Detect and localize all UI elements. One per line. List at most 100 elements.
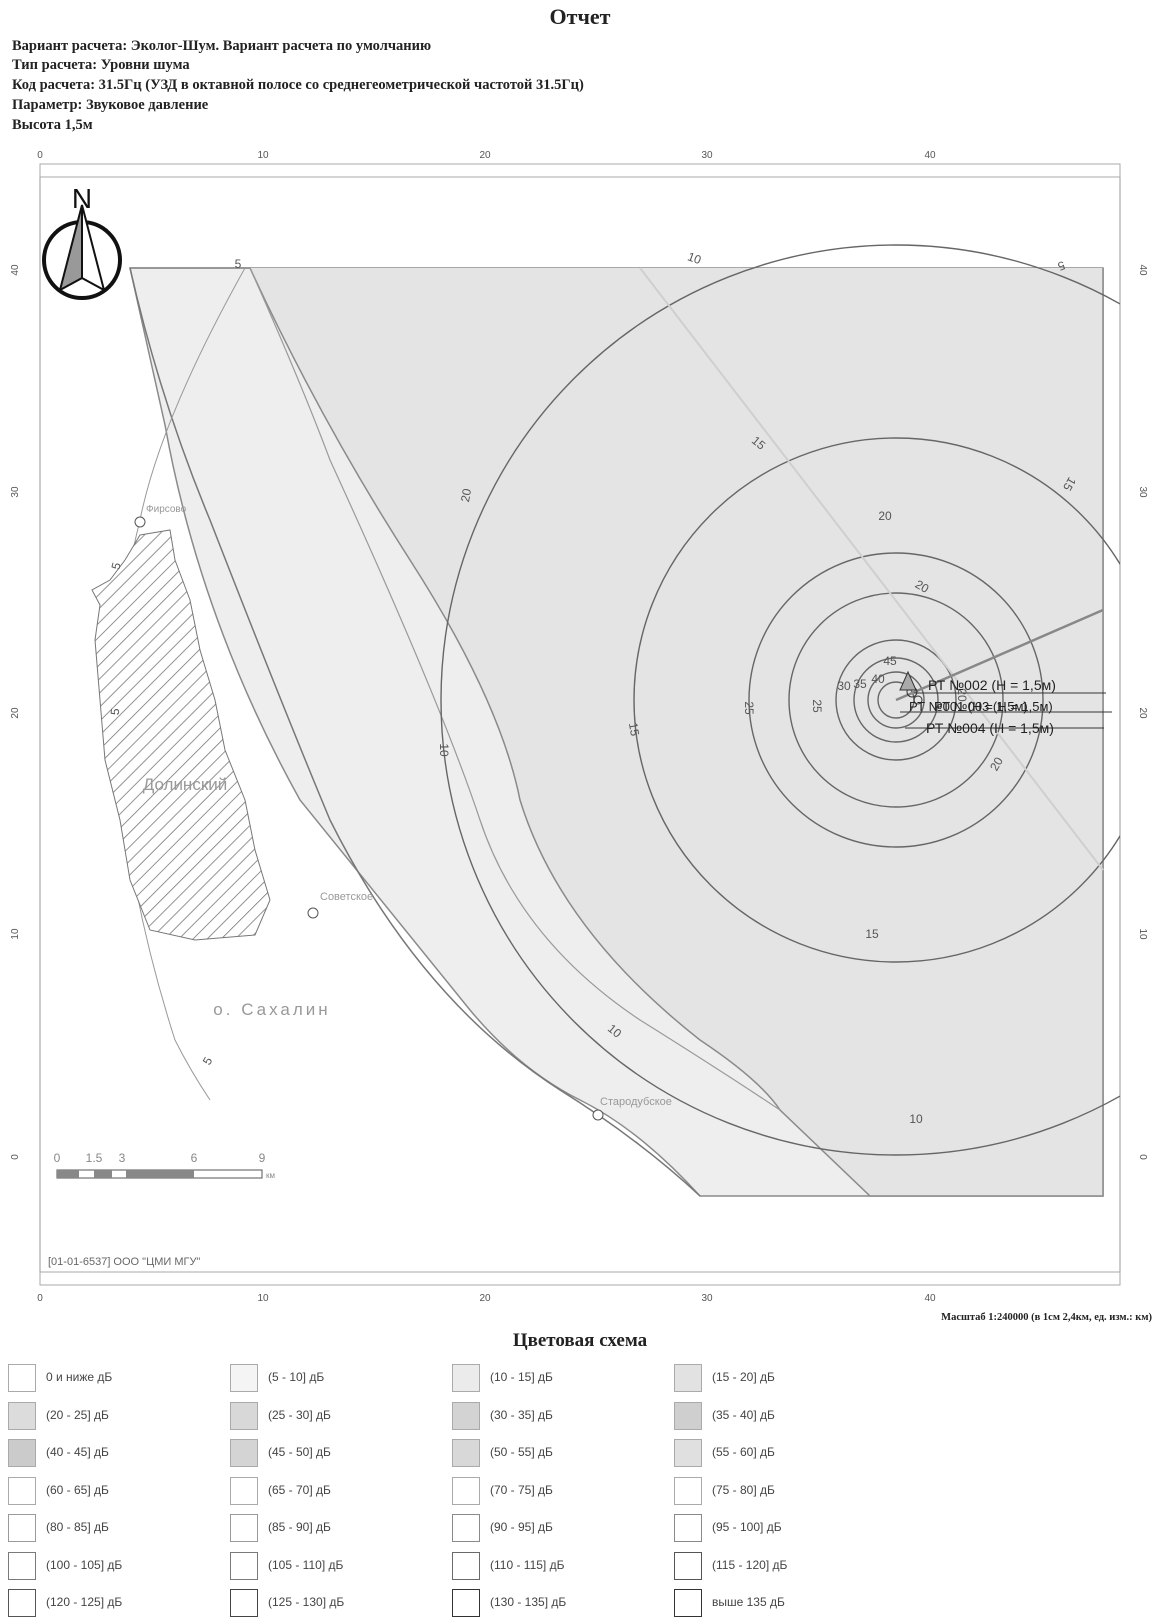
legend-label: (10 - 15] дБ [490,1370,553,1384]
contour-label: 40 [871,672,885,686]
legend-label: (55 - 60] дБ [712,1445,775,1459]
legend-swatch [8,1439,36,1467]
axis-left-tick: 40 [10,264,21,276]
legend-label: (115 - 120] дБ [712,1557,788,1572]
contour-label: 25 [810,699,824,713]
axis-right-tick: 0 [1137,1154,1148,1160]
scale-bar-unit: км [266,1171,275,1180]
contour-label: 20 [955,688,969,702]
legend-label: (30 - 35] дБ [490,1407,553,1422]
legend-swatch [452,1514,480,1542]
legend-swatch [452,1476,480,1505]
scale-bar-tick: 1.5 [86,1151,103,1165]
legend-swatch [452,1401,480,1430]
legend-label: выше 135 дБ [712,1595,785,1609]
axis-left-tick: 20 [10,707,21,719]
legend-item: (95 - 100] дБ [674,1514,894,1544]
legend-label: (105 - 110] дБ [268,1557,344,1572]
legend-item: (25 - 30] дБ [230,1401,450,1432]
axis-left-tick: 30 [10,486,21,498]
legend-item: выше 135 дБ [674,1589,894,1619]
contour-label: 15 [626,722,642,738]
legend-swatch [8,1551,36,1580]
place-label: Фирсово [146,504,187,515]
legend-swatch [674,1364,702,1392]
legend-label: (125 - 130] дБ [268,1595,345,1609]
legend-item: (90 - 95] дБ [452,1514,672,1544]
legend-swatch [674,1514,702,1542]
legend-swatch [674,1439,702,1467]
dolinsky-district-hatched [91,529,271,941]
legend-swatch [674,1589,702,1617]
legend-item: (110 - 115] дБ [452,1551,672,1582]
scale-bar [56,1169,263,1179]
axis-bottom-tick: 40 [924,1293,936,1304]
legend-swatch [8,1514,36,1542]
legend-item: (75 - 80] дБ [674,1476,894,1507]
legend-swatch [674,1476,702,1505]
legend-item: (60 - 65] дБ [8,1476,228,1507]
contour-label: 20 [878,509,892,523]
legend-label: (70 - 75] дБ [490,1482,553,1497]
parameter-line: Параметр: Звуковое давление [12,97,209,113]
license-label: [01-01-6537] ООО "ЦМИ МГУ" [48,1256,200,1268]
contour-label: 45 [883,654,897,668]
legend-label: (130 - 135] дБ [490,1595,567,1609]
contour-label: 20 [458,487,474,503]
receptor-label: РТ №004 (H = 1,5м) [926,720,1054,736]
legend-item: (125 - 130] дБ [230,1589,450,1619]
calc-variant-line: Вариант расчета: Эколог-Шум. Вариант рас… [12,38,432,54]
contour-label: 20 [987,754,1006,773]
contour-label: 25 [742,701,756,715]
legend-label: (15 - 20] дБ [712,1370,775,1384]
axis-right-tick: 20 [1137,707,1148,719]
legend-swatch [452,1551,480,1580]
contour-label: 5 [235,257,242,271]
legend-swatch [230,1476,258,1505]
legend-label: (45 - 50] дБ [268,1445,331,1459]
axis-top-tick: 30 [701,150,713,161]
contour-label: 20 [913,577,932,596]
legend-item: (40 - 45] дБ [8,1439,228,1469]
legend-item: (105 - 110] дБ [230,1551,450,1582]
legend-item: (30 - 35] дБ [452,1401,672,1432]
legend-swatch [230,1364,258,1392]
height-line: Высота 1,5м [12,117,93,133]
axis-bottom-tick: 10 [257,1293,269,1304]
place-label: о. Сахалин [213,1000,330,1019]
scale-bar-tick: 6 [191,1151,198,1165]
contour-label: 5 [1056,258,1067,274]
place-label: Долинский [143,775,228,794]
axis-bottom-tick: 20 [479,1293,491,1304]
calc-type-line: Тип расчета: Уровни шума [12,57,190,73]
legend-item: (100 - 105] дБ [8,1551,228,1582]
legend-item: (20 - 25] дБ [8,1401,228,1432]
legend-item: (80 - 85] дБ [8,1514,228,1544]
legend-label: (110 - 115] дБ [490,1557,565,1572]
scale-bar-tick: 3 [119,1151,126,1165]
scale-caption: Масштаб 1:240000 (в 1см 2,4км, ед. изм.:… [941,1312,1152,1323]
legend-swatch [230,1439,258,1467]
legend-title: Цветовая схема [512,1330,648,1351]
legend-label: (25 - 30] дБ [268,1407,331,1422]
legend-item: (55 - 60] дБ [674,1439,894,1469]
legend-swatch [8,1364,36,1392]
legend-item: (15 - 20] дБ [674,1364,894,1394]
legend-swatch [8,1589,36,1617]
contour-label: 10 [686,249,704,267]
settlement-sovetskoe-icon [307,907,319,919]
legend-swatch [674,1551,702,1580]
legend-swatch [452,1589,480,1617]
receptor-cluster [899,670,1112,729]
legend-swatch [230,1589,258,1617]
place-label: Стародубское [600,1096,672,1108]
contour-label: 5 [109,561,124,571]
north-arrow-icon [42,204,122,300]
legend-label: (65 - 70] дБ [268,1482,331,1497]
axis-top-tick: 20 [479,150,491,161]
calc-code-line: Код расчета: 31.5Гц (УЗД в октавной поло… [12,77,584,93]
legend-label: (95 - 100] дБ [712,1520,782,1534]
legend-label: (80 - 85] дБ [46,1520,109,1534]
legend-swatch [230,1514,258,1542]
legend-label: (60 - 65] дБ [46,1482,109,1497]
